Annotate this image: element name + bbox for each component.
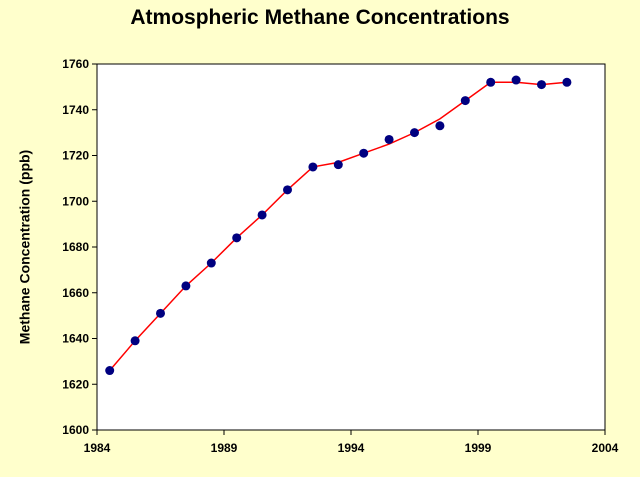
y-tick-label: 1660 [62, 286, 89, 300]
data-point [562, 77, 572, 87]
data-point [486, 77, 496, 87]
data-point [206, 258, 216, 268]
data-point [105, 366, 115, 376]
data-point [130, 336, 140, 346]
data-point [384, 134, 394, 144]
data-markers [105, 75, 572, 376]
y-tick-label: 1700 [62, 194, 89, 208]
data-point [181, 281, 191, 291]
data-point [460, 96, 470, 106]
y-tick-label: 1720 [62, 149, 89, 163]
y-tick-label: 1600 [62, 423, 89, 437]
axes: 1600 1620 1640 1660 1680 1700 1720 1740 1760 1984… [62, 57, 618, 455]
data-point [410, 128, 419, 138]
y-tick-label: 1680 [62, 240, 89, 254]
y-tick-label: 1740 [62, 103, 89, 117]
y-tick-label: 1620 [62, 377, 89, 391]
data-point [308, 162, 318, 172]
data-point [511, 75, 521, 85]
data-point [283, 185, 292, 195]
y-axis-label: Methane Concentration (ppb) [17, 150, 33, 344]
data-point [537, 80, 546, 90]
data-point [232, 233, 242, 243]
chart-title: Atmospheric Methane Concentrations [130, 6, 510, 29]
data-point [359, 148, 369, 158]
data-point [257, 210, 267, 220]
x-tick-label: 1994 [338, 441, 365, 455]
data-point [333, 160, 343, 170]
x-tick-label: 1984 [84, 441, 111, 455]
x-tick-label: 1999 [465, 441, 492, 455]
y-tick-label: 1760 [62, 57, 89, 71]
plot-area [96, 63, 606, 431]
x-tick-label: 2004 [592, 441, 619, 455]
y-tick-label: 1640 [62, 332, 89, 346]
x-tick-label: 1989 [211, 441, 238, 455]
data-point [156, 308, 165, 318]
data-point [435, 121, 445, 131]
